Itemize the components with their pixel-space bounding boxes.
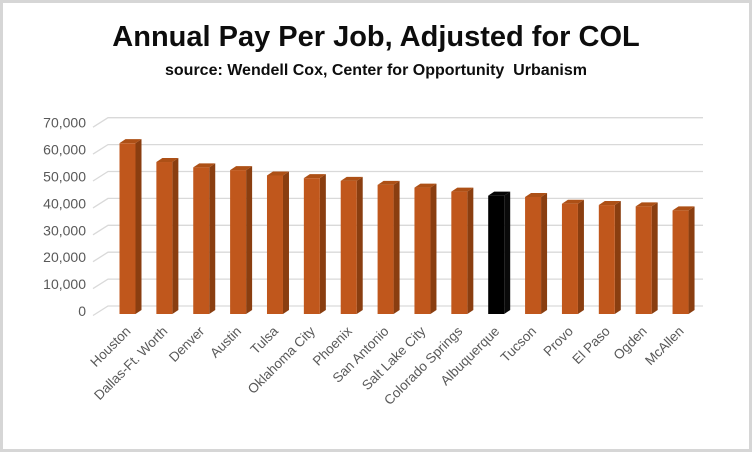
bar-top-ogden bbox=[635, 202, 658, 207]
bar-top-dallas-ft-worth bbox=[156, 158, 179, 163]
bar-top-salt-lake-city bbox=[414, 183, 437, 188]
bar-top-colorado-springs bbox=[451, 187, 474, 192]
bar-el-paso bbox=[598, 205, 615, 314]
bar-top-oklahoma-city bbox=[303, 174, 326, 179]
bar-albuquerque bbox=[488, 195, 505, 314]
bar-side-ogden bbox=[651, 202, 658, 314]
bar-top-provo bbox=[561, 199, 584, 204]
gridline-70-000 bbox=[92, 117, 703, 128]
bar-salt-lake-city bbox=[414, 187, 431, 314]
bar-top-albuquerque bbox=[488, 191, 511, 196]
bar-top-tulsa bbox=[266, 171, 289, 176]
gridline-60-000 bbox=[92, 143, 703, 155]
bar-side-dallas-ft-worth bbox=[172, 158, 179, 314]
bar-side-tucson bbox=[541, 192, 548, 314]
bar-side-salt-lake-city bbox=[430, 183, 437, 314]
x-axis-label-tucson: Tucson bbox=[498, 324, 540, 366]
bar-top-tucson bbox=[525, 192, 548, 197]
bar-denver bbox=[193, 167, 210, 314]
bar-tulsa bbox=[266, 175, 283, 314]
bar-houston bbox=[119, 143, 136, 314]
bar-side-colorado-springs bbox=[467, 187, 474, 314]
y-axis-tick-label-70-000: 70,000 bbox=[43, 115, 86, 131]
chart-title: Annual Pay Per Job, Adjusted for COL bbox=[112, 21, 640, 53]
bar-top-el-paso bbox=[598, 201, 621, 206]
bar-colorado-springs bbox=[451, 191, 468, 314]
x-axis-label-denver: Denver bbox=[166, 323, 208, 365]
chart-subtitle: source: Wendell Cox, Center for Opportun… bbox=[165, 62, 587, 79]
bar-side-mcallen bbox=[688, 206, 695, 314]
bar-side-houston bbox=[135, 139, 142, 314]
bar-top-mcallen bbox=[672, 206, 695, 211]
x-axis-label-mcallen: McAllen bbox=[642, 324, 687, 369]
bar-oklahoma-city bbox=[303, 178, 320, 314]
bar-mcallen bbox=[672, 210, 689, 314]
bar-side-san-antonio bbox=[393, 180, 400, 314]
y-axis-tick-label-10-000: 10,000 bbox=[43, 276, 86, 292]
bar-side-tulsa bbox=[282, 171, 289, 314]
x-axis-label-el-paso: El Paso bbox=[569, 324, 613, 368]
bar-top-phoenix bbox=[340, 176, 363, 181]
x-axis-label-austin: Austin bbox=[207, 324, 244, 361]
bar-side-albuquerque bbox=[504, 191, 511, 314]
bar-side-oklahoma-city bbox=[319, 174, 326, 314]
x-axis-label-tulsa: Tulsa bbox=[248, 323, 282, 357]
bar-austin bbox=[230, 170, 247, 314]
x-axis-label-oklahoma-city: Oklahoma City bbox=[245, 323, 318, 396]
bar-tucson bbox=[525, 196, 542, 314]
bar-side-el-paso bbox=[614, 201, 621, 314]
gridline-50-000 bbox=[92, 170, 703, 182]
bar-san-antonio bbox=[377, 184, 394, 314]
bar-side-austin bbox=[246, 166, 253, 314]
y-axis-tick-label-0: 0 bbox=[78, 303, 86, 319]
bar-dallas-ft-worth bbox=[156, 162, 173, 314]
y-axis-tick-label-40-000: 40,000 bbox=[43, 195, 86, 211]
bar-phoenix bbox=[340, 180, 357, 314]
bar-side-phoenix bbox=[356, 176, 363, 314]
bar-top-san-antonio bbox=[377, 180, 400, 185]
y-axis-tick-label-50-000: 50,000 bbox=[43, 169, 86, 185]
bar-side-denver bbox=[209, 163, 216, 314]
bar-top-houston bbox=[119, 139, 142, 144]
y-axis-tick-label-30-000: 30,000 bbox=[43, 222, 86, 238]
bar-ogden bbox=[635, 206, 652, 314]
bar-side-provo bbox=[577, 199, 584, 314]
bar-top-austin bbox=[230, 166, 253, 171]
bar-provo bbox=[561, 203, 578, 314]
bar-top-denver bbox=[193, 163, 216, 168]
y-axis-tick-label-20-000: 20,000 bbox=[43, 249, 86, 265]
y-axis-tick-label-60-000: 60,000 bbox=[43, 142, 86, 158]
